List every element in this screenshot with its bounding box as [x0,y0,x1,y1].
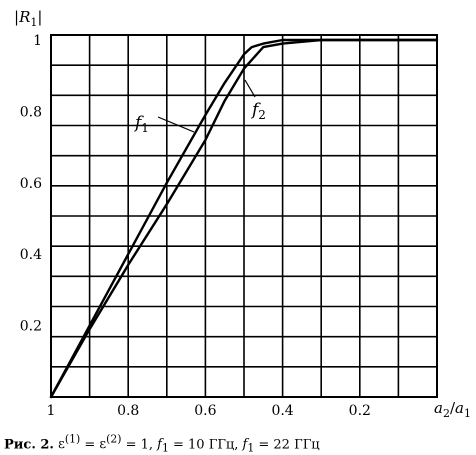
caption-eps2: ε(2) [99,433,122,453]
caption-eq2: = 1, [121,437,158,453]
leader-line-f2 [244,79,256,98]
series-line-f2 [49,38,439,399]
y-tick-label: 0.2 [20,319,42,335]
plot-border [50,34,438,398]
x-axis-title: a2/a1 [434,399,471,420]
caption-f2-value: = 22 ГГц [254,437,320,453]
caption-eps1: ε(1) [58,433,81,453]
grid [51,35,437,397]
x-tick-labels: 1 0.8 0.6 0.4 0.2 [47,403,371,419]
caption-f2: f1 [242,437,255,455]
x-tick-label: 0.8 [117,403,139,419]
curve-label-f1: f1 [133,113,149,135]
y-tick-labels: 0.2 0.4 0.6 0.8 1 [20,33,42,335]
caption-label: Рис. 2. [4,437,54,453]
y-tick-label: 0.8 [20,104,42,120]
y-tick-label: 0.6 [20,176,42,192]
x-tick-label: 0.2 [349,403,371,419]
plot-frame [50,34,438,398]
leader-line-f1 [157,116,195,133]
y-axis-title: |R1| [14,8,42,29]
caption-eq1: = [80,437,100,453]
y-tick-label: 0.4 [20,247,42,263]
caption-f1-value: = 10 ГГц, [168,437,243,453]
caption-f1: f1 [157,437,169,455]
curve-label-f2: f2 [250,100,266,122]
series-layer [49,38,439,399]
x-tick-label: 0.4 [271,403,293,419]
figure-caption: Рис. 2. ε(1) = ε(2) = 1, f1 = 10 ГГц, f1… [4,433,320,455]
x-tick-label: 1 [47,403,56,419]
y-tick-label: 1 [33,33,42,49]
x-tick-label: 0.6 [194,403,216,419]
